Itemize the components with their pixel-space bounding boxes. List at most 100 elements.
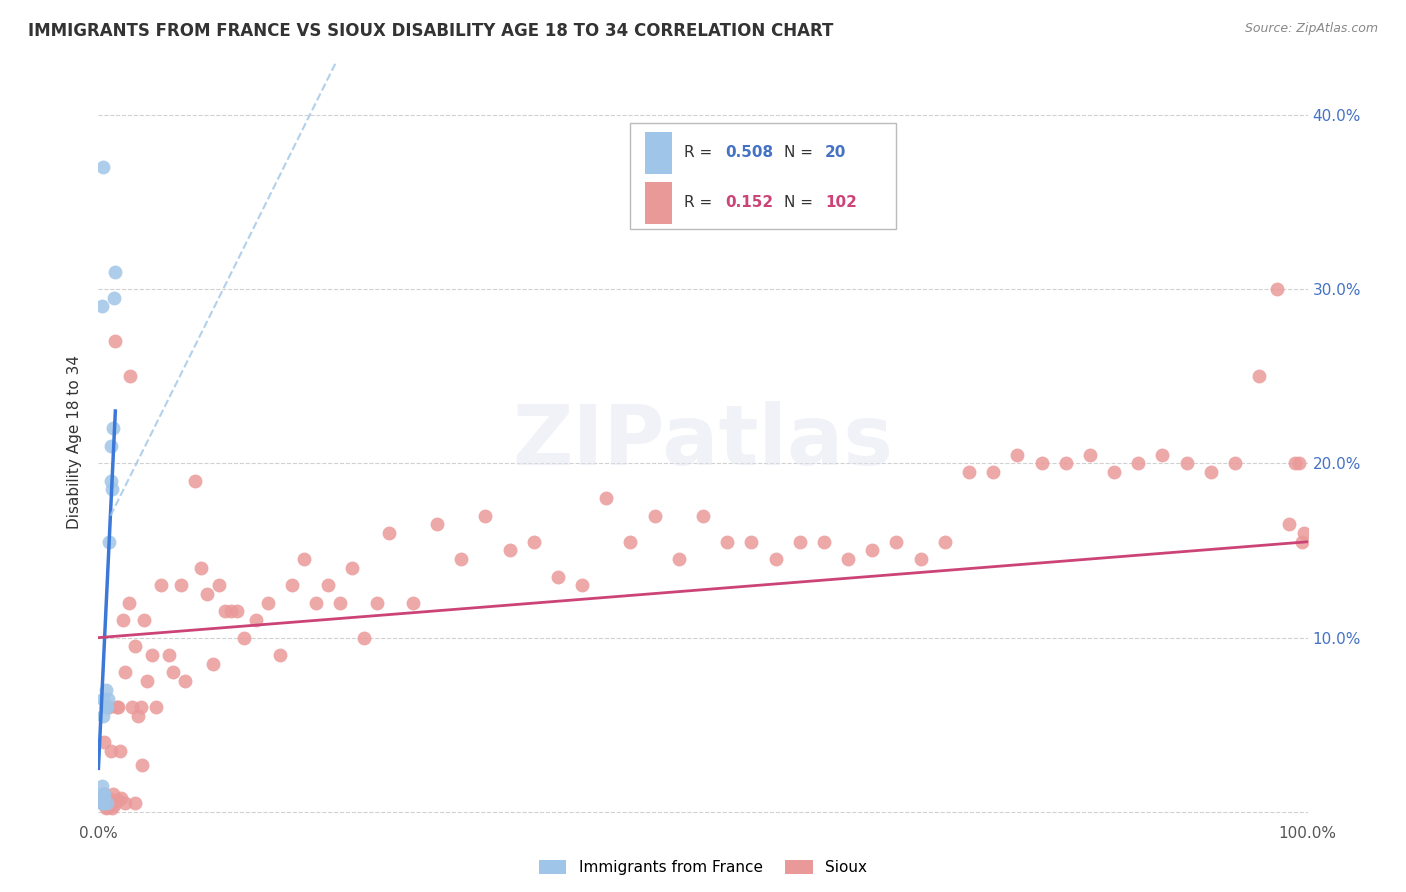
Point bbox=[765, 552, 787, 566]
Text: 0.508: 0.508 bbox=[724, 145, 773, 161]
Point bbox=[91, 788, 114, 802]
Point bbox=[93, 788, 115, 802]
Point bbox=[934, 534, 956, 549]
Point bbox=[1031, 456, 1053, 470]
Point bbox=[107, 793, 129, 807]
Point bbox=[377, 526, 399, 541]
Point bbox=[101, 421, 124, 435]
Point bbox=[1223, 456, 1246, 470]
FancyBboxPatch shape bbox=[630, 123, 897, 229]
Point bbox=[104, 264, 127, 278]
Point bbox=[162, 665, 184, 680]
Point bbox=[100, 744, 122, 758]
Point bbox=[226, 605, 249, 619]
Point bbox=[1267, 282, 1289, 296]
Point bbox=[1291, 534, 1313, 549]
Point bbox=[96, 799, 118, 814]
Point bbox=[342, 561, 364, 575]
Point bbox=[1278, 517, 1301, 532]
Point bbox=[100, 801, 122, 815]
Text: IMMIGRANTS FROM FRANCE VS SIOUX DISABILITY AGE 18 TO 34 CORRELATION CHART: IMMIGRANTS FROM FRANCE VS SIOUX DISABILI… bbox=[28, 22, 834, 40]
Y-axis label: Disability Age 18 to 34: Disability Age 18 to 34 bbox=[67, 354, 83, 529]
Text: R =: R = bbox=[683, 145, 717, 161]
Text: R =: R = bbox=[683, 195, 717, 211]
Point bbox=[1288, 456, 1310, 470]
Point bbox=[329, 596, 352, 610]
Point bbox=[97, 791, 120, 805]
Point bbox=[644, 508, 666, 523]
Point bbox=[366, 596, 388, 610]
Point bbox=[208, 578, 231, 592]
Point bbox=[93, 735, 115, 749]
Point bbox=[571, 578, 593, 592]
Point bbox=[96, 796, 118, 810]
Point bbox=[498, 543, 520, 558]
Point bbox=[94, 801, 117, 815]
Point bbox=[195, 587, 218, 601]
Point bbox=[1102, 465, 1125, 479]
Point bbox=[232, 631, 254, 645]
Point bbox=[91, 796, 114, 810]
Point bbox=[104, 334, 127, 349]
Text: ZIPatlas: ZIPatlas bbox=[513, 401, 893, 482]
Point bbox=[281, 578, 304, 592]
Point bbox=[190, 561, 212, 575]
Point bbox=[94, 682, 117, 697]
Point bbox=[129, 700, 152, 714]
Point bbox=[114, 665, 136, 680]
Point bbox=[981, 465, 1004, 479]
Point bbox=[474, 508, 496, 523]
Point bbox=[1249, 369, 1271, 384]
Point bbox=[91, 796, 114, 810]
Point bbox=[169, 578, 191, 592]
Point bbox=[94, 700, 117, 714]
Point bbox=[121, 700, 143, 714]
Point bbox=[305, 596, 328, 610]
Point bbox=[118, 369, 141, 384]
Point bbox=[184, 474, 207, 488]
Point bbox=[547, 569, 569, 583]
Point bbox=[91, 160, 114, 174]
Point bbox=[910, 552, 932, 566]
Point bbox=[716, 534, 738, 549]
Point bbox=[316, 578, 339, 592]
Point bbox=[100, 474, 122, 488]
Point bbox=[426, 517, 449, 532]
Point bbox=[813, 534, 835, 549]
Point bbox=[91, 796, 114, 810]
Point bbox=[150, 578, 173, 592]
Point bbox=[837, 552, 859, 566]
Point bbox=[105, 700, 128, 714]
Point bbox=[256, 596, 278, 610]
Point bbox=[91, 779, 114, 793]
Point bbox=[97, 691, 120, 706]
Point bbox=[127, 709, 149, 723]
Point bbox=[91, 300, 114, 314]
Point bbox=[1078, 448, 1101, 462]
Point bbox=[100, 483, 122, 497]
Point bbox=[1292, 526, 1315, 541]
Point bbox=[1054, 456, 1077, 470]
Point bbox=[96, 796, 118, 810]
Point bbox=[523, 534, 546, 549]
Point bbox=[100, 439, 122, 453]
Point bbox=[135, 674, 157, 689]
Point bbox=[221, 605, 243, 619]
Point bbox=[111, 613, 134, 627]
Point bbox=[114, 796, 136, 810]
Point bbox=[124, 796, 146, 810]
Point bbox=[145, 700, 167, 714]
Point bbox=[98, 700, 121, 714]
Point bbox=[789, 534, 811, 549]
Point bbox=[1199, 465, 1222, 479]
Point bbox=[740, 534, 762, 549]
Point bbox=[98, 799, 121, 814]
Point bbox=[292, 552, 315, 566]
Point bbox=[886, 534, 908, 549]
Point bbox=[595, 491, 617, 506]
Point bbox=[108, 744, 131, 758]
Point bbox=[91, 709, 114, 723]
Point bbox=[245, 613, 267, 627]
Point bbox=[269, 648, 291, 662]
Point bbox=[103, 797, 125, 812]
